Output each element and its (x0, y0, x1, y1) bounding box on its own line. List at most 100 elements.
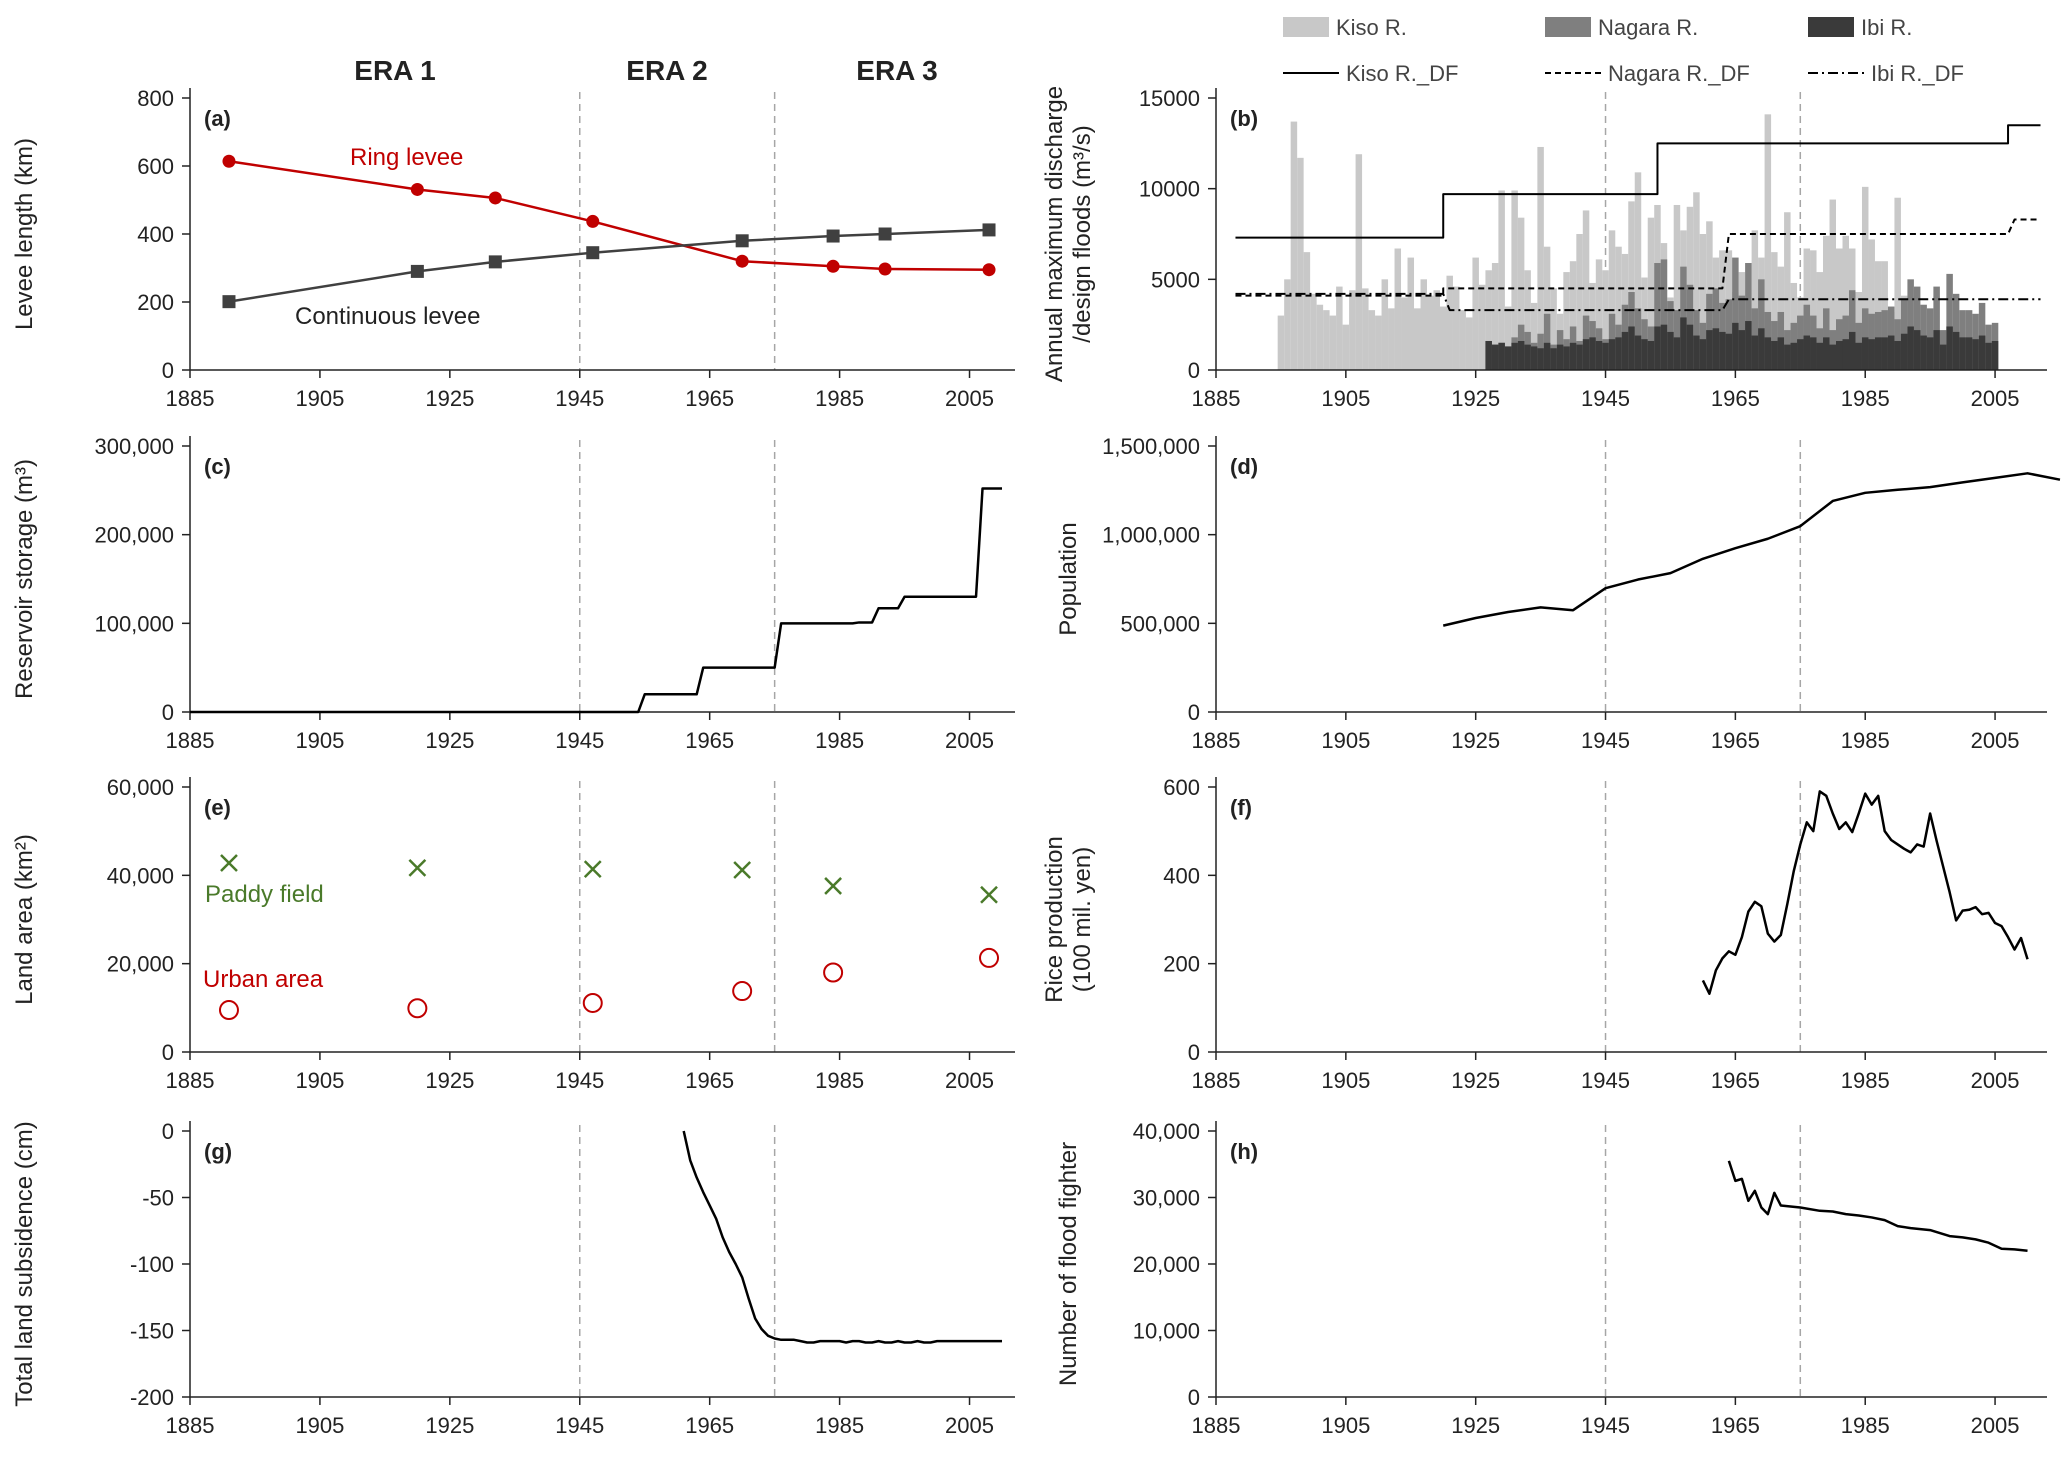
panel-b-bar-kisor-1896 (1284, 279, 1291, 370)
panel-b-bar-kisor-1939 (1563, 272, 1570, 370)
era-2-label: ERA 2 (626, 55, 707, 86)
panel-e-series-paddy-field-point-1984 (824, 877, 842, 895)
panel-h-y-tick-label: 10,000 (1133, 1319, 1200, 1344)
panel-b-bar-kisor-1906 (1349, 290, 1356, 370)
panel-b-bar-kisor-1925 (1472, 257, 1479, 370)
panel-b-bar-kisor-1900 (1310, 293, 1317, 370)
panel-b-legend-ibi-r--text: Ibi R. (1861, 15, 1912, 40)
panel-e-y-tick-label: 20,000 (107, 952, 174, 977)
era-3-label: ERA 3 (856, 55, 937, 86)
panel-b-bar-kisor-1978 (1816, 272, 1824, 370)
panel-b-bar-ibir-1979 (1823, 337, 1830, 370)
panel-d-y-axis-title: Population (1055, 522, 1082, 635)
panel-b-bar-ibir-1933 (1524, 344, 1531, 370)
panel-b-bar-ibir-1940 (1569, 342, 1577, 370)
panel-b-bar-ibir-1928 (1491, 344, 1499, 370)
panel-g-y-axis-title: Total land subsidence (cm) (11, 1121, 38, 1406)
panel-b-bar-kisor-1928 (1491, 263, 1499, 370)
panel-d-x-tick-label: 1885 (1192, 728, 1241, 753)
panel-a-series-continuous-levee-point-1984 (826, 229, 840, 243)
panel-c-y-axis-title: Reservoir storage (m³) (11, 459, 38, 699)
panel-b-bar-kisor-1985 (1861, 186, 1869, 370)
panel-b-bar-ibir-1953 (1654, 326, 1661, 370)
panel-h-x-tick-label: 2005 (1971, 1413, 2020, 1438)
panel-f-x-tick-label: 1885 (1192, 1068, 1241, 1093)
panel-b-bar-kisor-1919 (1433, 290, 1440, 370)
panel-d-x-tick-label: 1985 (1841, 728, 1890, 753)
panel-b-bar-kisor-1990 (1894, 197, 1901, 370)
panel-a-series-continuous-levee-point-2008 (982, 223, 996, 237)
panel-e-series-urban-area-point-1984 (823, 962, 844, 983)
panel-b-bar-kisor-1901 (1316, 304, 1324, 370)
panel-b-bar-nagarar-1965 (1732, 257, 1739, 370)
panel-b-bar-ibir-1980 (1829, 344, 1837, 370)
panel-d-y-tick-label: 1,000,000 (1102, 523, 1200, 548)
panel-b-bar-ibir-1974 (1790, 342, 1798, 370)
panel-b-bar-ibir-1954 (1660, 324, 1668, 370)
panel-g-y-tick-label: -100 (130, 1252, 174, 1277)
panel-g-x-tick-label: 2005 (945, 1413, 994, 1438)
panel-b-bar-ibir-1958 (1686, 324, 1694, 370)
panel-b-bar-kisor-1959 (1693, 192, 1700, 370)
panel-b-x-tick-label: 1945 (1581, 386, 1630, 411)
panel-e-series-paddy-field-point-1970 (733, 861, 752, 879)
panel-b-bar-ibir-1971 (1771, 340, 1778, 370)
panel-g-x-tick-label: 1905 (295, 1413, 344, 1438)
panel-a-label: (a) (204, 106, 231, 131)
panel-d-label: (d) (1230, 454, 1258, 479)
panel-g-x-tick-label: 1885 (166, 1413, 215, 1438)
panel-b-bar-kisor-1914 (1401, 297, 1408, 370)
panel-f-x-tick-label: 1905 (1321, 1068, 1370, 1093)
panel-e-series-urban-area-point-2008 (979, 947, 1000, 968)
panel-b-label: (b) (1230, 106, 1258, 131)
panel-e-series-paddy-field-point-1891 (220, 854, 238, 872)
panel-b-bar-nagarar-1983 (1848, 290, 1856, 370)
panel-h-y-tick-label: 0 (1188, 1385, 1200, 1410)
panel-a-x-tick-label: 1885 (166, 386, 215, 411)
panel-b-bar-ibir-1937 (1550, 348, 1557, 370)
panel-b-bar-ibir-1973 (1784, 344, 1791, 370)
panel-b-bar-kisor-1950 (1634, 172, 1642, 370)
panel-h-y-axis-title: Number of flood fighter (1055, 1142, 1082, 1386)
panel-b-bar-kisor-1933 (1524, 270, 1531, 370)
panel-c-y-tick-label: 200,000 (94, 523, 174, 548)
panel-a-series-ring-levee-point-1984 (826, 259, 840, 273)
panel-b-bar-nagarar-1936 (1543, 313, 1551, 370)
panel-e-x-tick-label: 1945 (555, 1068, 604, 1093)
panel-c-y-tick-label: 300,000 (94, 434, 174, 459)
panel-h-x-tick-label: 1885 (1192, 1413, 1241, 1438)
panel-f-label: (f) (1230, 795, 1252, 820)
panel-f-y-tick-label: 0 (1188, 1040, 1200, 1065)
panel-b-bar-kisor-1934 (1530, 302, 1538, 370)
panel-e-y-tick-label: 0 (162, 1040, 174, 1065)
panel-b-bar-kisor-1895 (1277, 315, 1285, 370)
panel-b-bar-ibir-1959 (1693, 335, 1700, 370)
panel-b-bar-ibir-1986 (1868, 339, 1875, 370)
panel-f-series-0-line (1701, 790, 2029, 995)
panel-b-bar-ibir-2001 (1965, 337, 1973, 370)
panel-a-series-ring-levee-point-1932 (488, 191, 502, 205)
panel-b-bar-ibir-1998 (1946, 326, 1953, 370)
panel-a-series-ring-levee-point-1891 (222, 154, 236, 168)
panel-b-series-kiso-r-_df-line (1235, 124, 2041, 239)
panel-g-label: (g) (204, 1139, 232, 1164)
panel-b-bar-nagarar-1993 (1913, 286, 1921, 370)
panel-a-x-tick-label: 1985 (815, 386, 864, 411)
panel-b-bar-kisor-1911 (1381, 279, 1389, 370)
panel-b-bar-kisor-1982 (1842, 235, 1849, 370)
panel-b-bar-ibir-1972 (1777, 337, 1785, 370)
panel-e-label: (e) (204, 795, 231, 820)
panel-f-y-tick-label: 600 (1163, 775, 1200, 800)
panel-b-bar-ibir-1955 (1667, 331, 1674, 370)
panel-b-bar-ibir-1997 (1939, 344, 1947, 370)
panel-b-bar-ibir-1992 (1907, 326, 1914, 370)
panel-b-bar-kisor-1903 (1329, 315, 1337, 370)
panel-b-bar-nagarar-1969 (1758, 279, 1765, 370)
panel-b-bar-kisor-1946 (1608, 230, 1616, 370)
panel-b-y-tick-label: 0 (1188, 358, 1200, 383)
panel-b-bar-ibir-1977 (1810, 337, 1817, 370)
panel-c-x-tick-label: 1925 (425, 728, 474, 753)
panel-b-y-tick-label: 15000 (1139, 86, 1200, 111)
panel-a-y-axis-title: Levee length (km) (11, 138, 38, 330)
